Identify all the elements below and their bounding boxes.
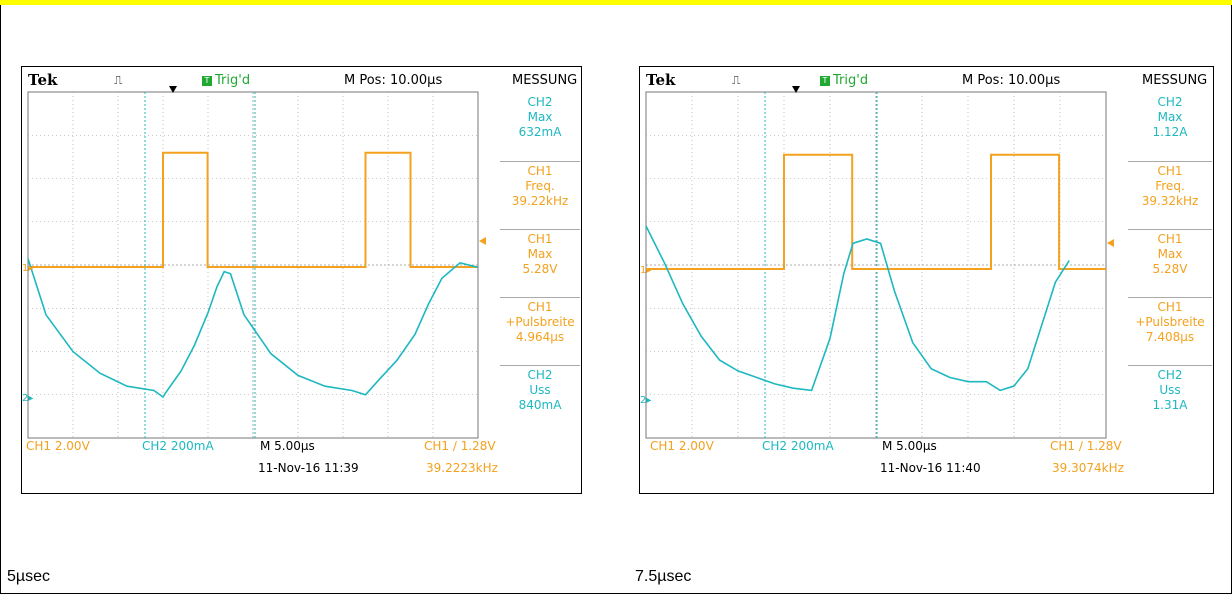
meas-name: Freq. [1155, 179, 1185, 193]
meas-channel: CH1 [527, 232, 553, 246]
meas-value: 5.28V [1152, 262, 1188, 276]
meas-value: 1.31A [1152, 398, 1188, 412]
measurement-3: CH1 Max 5.28V [500, 229, 580, 297]
oscilloscope-screenshot-right: Tek ⎍ T Trig'd M Pos: 10.00µs MESSUNG CH2… [639, 66, 1214, 494]
meas-name: Max [527, 247, 553, 261]
meas-value: 39.32kHz [1141, 194, 1199, 208]
ch1-trace [646, 153, 1106, 270]
trigger-frequency: 39.3074kHz [1052, 461, 1124, 475]
trig-icon: T [202, 76, 212, 86]
trigger-position-arrow [792, 86, 800, 93]
brand-label: Tek [646, 71, 676, 89]
trig-status-label: Trig'd [215, 73, 251, 88]
meas-channel: CH1 [1157, 164, 1183, 178]
meas-channel: CH2 [527, 95, 553, 109]
measurement-2: CH1 Freq. 39.32kHz [1128, 161, 1212, 229]
meas-channel: CH2 [1157, 95, 1183, 109]
ch2-ground-marker: 2▸ [22, 393, 33, 404]
meas-value: 840mA [518, 398, 562, 412]
measurement-1: CH2 Max 1.12A [1128, 93, 1212, 161]
meas-value: 1.12A [1152, 125, 1188, 139]
measurement-1: CH2 Max 632mA [500, 93, 580, 161]
mpos-label: M Pos: 10.00µs [344, 73, 443, 88]
measurement-5: CH2 Uss 1.31A [1128, 365, 1212, 433]
meas-value: 4.964µs [515, 330, 565, 344]
trigger-mode-icon: ⎍ [732, 73, 741, 87]
ch1-scale: CH1 2.00V [650, 439, 714, 453]
measurement-2: CH1 Freq. 39.22kHz [500, 161, 580, 229]
meas-channel: CH1 [527, 300, 553, 314]
meas-value: 632mA [518, 125, 562, 139]
timebase: M 5.00µs [260, 439, 315, 453]
meas-channel: CH1 [1157, 232, 1183, 246]
ch2-scale: CH2 200mA [762, 439, 834, 453]
measurement-3: CH1 Max 5.28V [1128, 229, 1212, 297]
ch2-trace [645, 225, 1070, 392]
meas-channel: CH1 [1157, 300, 1183, 314]
ch2-ground-marker: 2▸ [640, 395, 651, 406]
timebase: M 5.00µs [882, 439, 937, 453]
menu-title: MESSUNG [1142, 73, 1208, 88]
meas-channel: CH2 [527, 368, 553, 382]
trig-icon: T [820, 76, 830, 86]
trigger-mode-icon: ⎍ [114, 73, 123, 87]
measurement-4: CH1 +Pulsbreite 4.964µs [500, 297, 580, 365]
caption-cell-right: 7.5µsec [629, 564, 1232, 594]
trig-status-label: Trig'd [833, 73, 869, 88]
datetime: 11-Nov-16 11:40 [880, 461, 981, 475]
measurement-5: CH2 Uss 840mA [500, 365, 580, 433]
trigger-position-arrow [169, 86, 177, 93]
meas-name: Uss [1159, 383, 1181, 397]
meas-name: Max [1157, 110, 1183, 124]
trigger-level-arrow [1107, 239, 1114, 247]
scope-graticule: 1▸ 2▸ [640, 86, 1114, 439]
ch2-scale: CH2 200mA [142, 439, 214, 453]
menu-title: MESSUNG [512, 73, 578, 88]
trig-status: T Trig'd [202, 73, 250, 88]
meas-channel: CH2 [1157, 368, 1183, 382]
meas-name: +Pulsbreite [505, 315, 575, 329]
trig-status: T Trig'd [820, 73, 868, 88]
oscilloscope-screenshot-left: Tek ⎍ T Trig'd M Pos: 10.00µs MESSUNG CH2… [21, 66, 582, 494]
brand-label: Tek [28, 71, 58, 89]
ch2-trace [27, 258, 479, 399]
caption-right: 7.5µsec [635, 568, 692, 585]
meas-value: 5.28V [522, 262, 558, 276]
meas-name: Max [527, 110, 553, 124]
mpos-label: M Pos: 10.00µs [962, 73, 1061, 88]
trigger-frequency: 39.2223kHz [426, 461, 498, 475]
ch1-trace [28, 151, 478, 268]
trigger-level: CH1 ∕ 1.28V [424, 439, 496, 453]
ch1-scale: CH1 2.00V [26, 439, 90, 453]
meas-value: 7.408µs [1145, 330, 1195, 344]
trigger-level-arrow [479, 237, 486, 245]
ch1-ground-marker: 1▸ [22, 263, 33, 274]
datetime: 11-Nov-16 11:39 [258, 461, 359, 475]
scope-graticule: 1▸ 2▸ [22, 86, 486, 439]
meas-value: 39.22kHz [511, 194, 569, 208]
meas-name: Uss [529, 383, 551, 397]
meas-name: Max [1157, 247, 1183, 261]
meas-channel: CH1 [527, 164, 553, 178]
meas-name: Freq. [525, 179, 555, 193]
ch1-ground-marker: 1▸ [640, 265, 651, 276]
caption-left: 5µsec [7, 568, 51, 585]
meas-name: +Pulsbreite [1135, 315, 1205, 329]
measurement-4: CH1 +Pulsbreite 7.408µs [1128, 297, 1212, 365]
trigger-level: CH1 ∕ 1.28V [1050, 439, 1122, 453]
caption-cell-left: 5µsec [0, 564, 630, 594]
